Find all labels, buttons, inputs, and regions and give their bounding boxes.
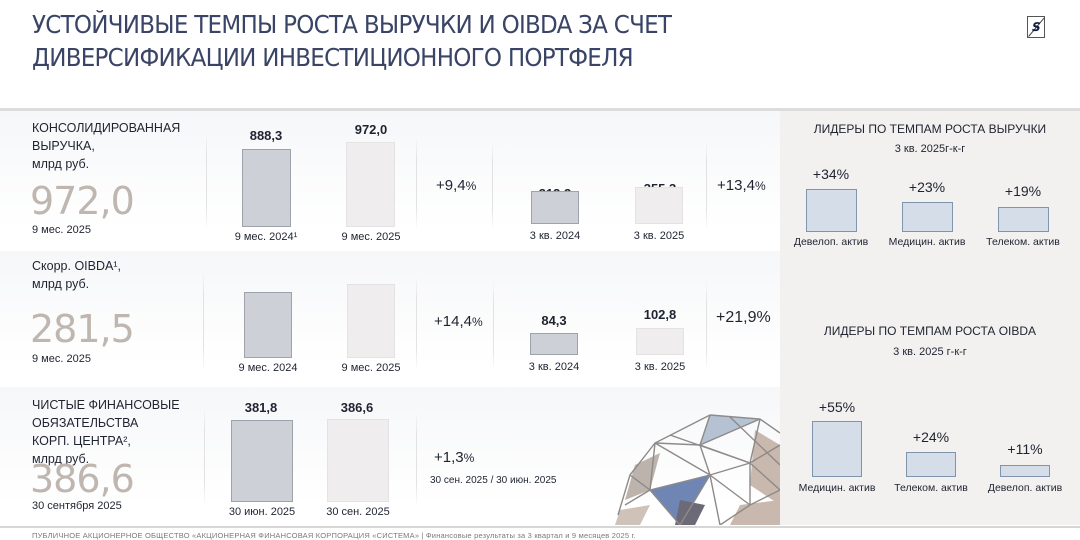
period-change: +9,4%: [436, 177, 477, 194]
leaders-revenue-subtitle: 3 кв. 2025г-к-г: [894, 143, 966, 155]
bar-current-quarter: [636, 328, 684, 355]
divider: [416, 412, 417, 507]
metric-date: 9 мес. 2025: [32, 353, 91, 365]
title-line-2: ДИВЕРСИФИКАЦИИ ИНВЕСТИЦИОННОГО ПОРТФЕЛЯ: [32, 43, 634, 72]
metric-label: Скорр. OIBDA¹, млрд руб.: [32, 259, 121, 291]
divider: [416, 276, 417, 371]
title-line-1: УСТОЙЧИВЫЕ ТЕМПЫ РОСТА ВЫРУЧКИ И OIBDA З…: [32, 10, 672, 39]
bar-caption: 3 кв. 2024: [529, 230, 581, 242]
sistema-logo-icon: S: [1027, 16, 1045, 38]
leader-label: Медицин. актив: [798, 482, 876, 494]
divider: [493, 281, 494, 371]
quarter-change: +13,4%: [717, 177, 766, 194]
bar-current-quarter: [635, 187, 683, 224]
bar-caption: 30 сен. 2025: [326, 506, 390, 518]
bar-caption: 3 кв. 2025: [633, 230, 685, 242]
bar-value: 84,3: [541, 313, 567, 328]
leader-pct: +55%: [818, 399, 856, 415]
bar-caption: 9 мес. 2024: [238, 362, 298, 374]
leader-pct: +24%: [912, 429, 950, 445]
divider: [706, 141, 707, 231]
bar-value: 972,0: [354, 122, 388, 137]
metric-label: КОНСОЛИДИРОВАННАЯ ВЫРУЧКА, млрд руб.: [32, 121, 181, 171]
bar-current-period: [346, 142, 395, 227]
metric-date: 30 сентября 2025: [32, 500, 122, 512]
bar-prior-quarter: [531, 191, 579, 224]
metric-big-value: 972,0: [30, 179, 135, 223]
leader-label: Телеком. актив: [894, 482, 968, 494]
page-title: УСТОЙЧИВЫЕ ТЕМПЫ РОСТА ВЫРУЧКИ И OIBDA З…: [32, 8, 731, 74]
leader-bar: [902, 202, 953, 232]
leaders-panel: ЛИДЕРЫ ПО ТЕМПАМ РОСТА ВЫРУЧКИ 3 кв. 202…: [780, 111, 1080, 525]
bar-current-date: [327, 419, 389, 502]
bar-value: 102,8: [643, 307, 677, 322]
metric-row-revenue: КОНСОЛИДИРОВАННАЯ ВЫРУЧКА, млрд руб. 972…: [0, 111, 780, 249]
leader-bar: [812, 421, 862, 477]
leader-pct: +11%: [1007, 441, 1043, 457]
leader-label: Девелоп. актив: [793, 236, 869, 248]
leader-bar: [1000, 465, 1050, 477]
bar-value: 381,8: [244, 400, 278, 415]
quarter-change: +21,9%: [716, 309, 771, 326]
period-change-caption: 30 сен. 2025 / 30 июн. 2025: [430, 475, 557, 486]
bottom-divider: [0, 526, 1080, 528]
leader-label: Медицин. актив: [888, 236, 966, 248]
leaders-revenue-title: ЛИДЕРЫ ПО ТЕМПАМ РОСТА ВЫРУЧКИ: [813, 122, 1047, 136]
divider: [416, 136, 417, 231]
leader-pct: +34%: [812, 166, 850, 182]
metric-label: ЧИСТЫЕ ФИНАНСОВЫЕ ОБЯЗАТЕЛЬСТВА КОРП. ЦЕ…: [32, 398, 180, 466]
divider: [206, 131, 207, 231]
metric-date: 9 мес. 2025: [32, 224, 91, 236]
bar-caption: 9 мес. 2024¹: [234, 231, 298, 243]
period-change: +1,3%: [434, 449, 475, 466]
leaders-oibda-subtitle: 3 кв. 2025 г-к-г: [893, 346, 967, 358]
divider: [492, 141, 493, 231]
divider: [706, 281, 707, 371]
period-change: +14,4%: [434, 313, 483, 330]
bar-current-period: [347, 284, 395, 358]
bar-caption: 9 мес. 2025: [341, 231, 401, 243]
metric-big-value: 386,6: [30, 457, 135, 501]
bar-caption: 30 июн. 2025: [228, 506, 296, 518]
leader-label: Телеком. актив: [986, 236, 1060, 248]
bar-value: 386,6: [340, 400, 374, 415]
metric-row-net-debt: ЧИСТЫЕ ФИНАНСОВЫЕ ОБЯЗАТЕЛЬСТВА КОРП. ЦЕ…: [0, 387, 780, 525]
geodesic-sphere-image: [610, 405, 780, 525]
footer-text: ПУБЛИЧНОЕ АКЦИОНЕРНОЕ ОБЩЕСТВО «АКЦИОНЕР…: [32, 531, 636, 540]
bar-value: 888,3: [249, 128, 283, 143]
divider: [203, 271, 204, 371]
top-divider: [0, 108, 1080, 111]
bar-prior-quarter: [530, 333, 578, 355]
metric-row-oibda: Скорр. OIBDA¹, млрд руб. 281,5 9 мес. 20…: [0, 251, 780, 385]
bar-caption: 3 кв. 2024: [528, 361, 580, 373]
divider: [204, 407, 205, 507]
leader-pct: +19%: [1004, 183, 1042, 199]
leader-label: Девелоп. актив: [987, 482, 1063, 494]
leader-pct: +23%: [908, 179, 946, 195]
bar-prior-date: [231, 420, 293, 502]
leaders-oibda-title: ЛИДЕРЫ ПО ТЕМПАМ РОСТА OIBDA: [823, 324, 1037, 338]
bar-prior-period: [242, 149, 291, 227]
leader-bar: [806, 189, 857, 232]
leader-bar: [906, 452, 956, 477]
metric-big-value: 281,5: [30, 307, 135, 351]
bar-caption: 9 мес. 2025: [341, 362, 401, 374]
bar-prior-period: [244, 292, 292, 358]
leader-bar: [998, 207, 1049, 232]
bar-caption: 3 кв. 2025: [634, 361, 686, 373]
